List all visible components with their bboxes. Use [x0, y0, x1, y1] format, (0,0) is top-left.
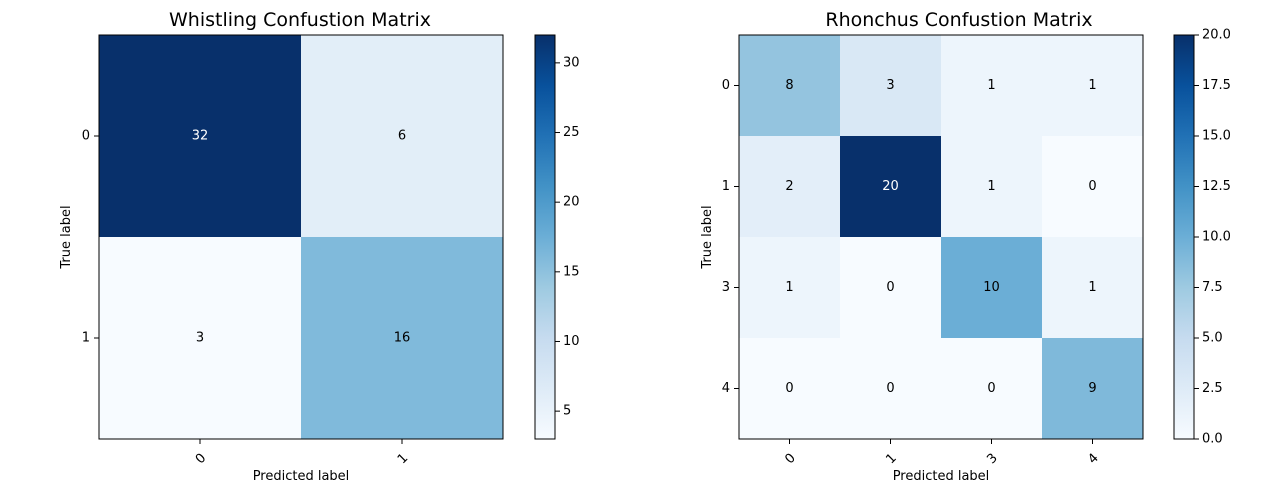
cell-value: 0 — [886, 280, 894, 295]
colorbar-tick-label: 30 — [563, 55, 580, 70]
cell-value: 3 — [196, 331, 204, 346]
heatmap-cell — [941, 35, 1043, 137]
x-tick-label: 3 — [984, 451, 1000, 467]
x-tick-label: 1 — [395, 451, 411, 467]
heatmap-cell — [739, 338, 841, 440]
colorbar-tick-label: 5.0 — [1202, 331, 1223, 346]
x-tick-label: 0 — [782, 451, 798, 467]
cell-value: 1 — [987, 78, 995, 93]
cell-value: 6 — [398, 129, 406, 144]
cell-value: 1 — [785, 280, 793, 295]
heatmap-cell — [1042, 237, 1144, 339]
heatmap-cell — [301, 35, 504, 238]
cell-value-labels: 8 3 1 12 20 1 01 0 10 10 0 0 9 — [785, 78, 1096, 396]
heatmap-cell — [99, 35, 302, 238]
colorbar-tick-label: 25 — [563, 125, 580, 140]
heatmap-cell — [739, 35, 841, 137]
heatmap-cell — [941, 237, 1043, 339]
colorbar-tick-label: 20 — [563, 195, 580, 210]
heatmap-cell — [941, 338, 1043, 440]
colorbar-tick-label: 20.0 — [1202, 28, 1231, 43]
y-tick-label: 0 — [82, 129, 90, 144]
heatmap-cell — [840, 338, 942, 440]
heatmap-cell — [739, 237, 841, 339]
colorbar-tick-label: 5 — [563, 404, 571, 419]
x-tick-label: 1 — [883, 451, 899, 467]
colorbar-ticks: 0.0 2.5 5.0 7.5 10.0 12.5 15.0 17.5 20.0 — [1194, 28, 1231, 447]
heatmap-cells — [99, 35, 504, 440]
colorbar-tick-label: 2.5 — [1202, 381, 1223, 396]
cell-value: 1 — [1088, 280, 1096, 295]
heatmap-cell — [739, 136, 841, 238]
colorbar-tick-label: 10.0 — [1202, 230, 1231, 245]
colorbar-tick-label: 10 — [563, 334, 580, 349]
heatmap-cell — [1042, 35, 1144, 137]
colorbar-tick-label: 0.0 — [1202, 432, 1223, 447]
x-ticks: 0 1 3 4 — [782, 439, 1102, 467]
heatmap-cell — [840, 136, 942, 238]
cell-value: 16 — [394, 331, 411, 346]
y-ticks: 0 1 3 4 — [722, 78, 739, 396]
cell-value: 1 — [987, 179, 995, 194]
y-ticks: 01 — [82, 129, 99, 346]
colorbar-tick-label: 15.0 — [1202, 129, 1231, 144]
colorbar-ticks: 5 10 15 20 25 30 — [555, 55, 580, 419]
cell-value: 0 — [785, 381, 793, 396]
colorbar — [534, 34, 556, 440]
rhonchus-panel: Rhonchus Confustion Matrix 8 3 1 12 20 1 01 0 10… — [700, 9, 1231, 480]
plot-frame — [738, 34, 1144, 440]
cell-value: 8 — [785, 78, 793, 93]
chart-title: Rhonchus Confustion Matrix — [825, 9, 1092, 31]
heatmap-cell — [840, 237, 942, 339]
x-axis-label: Predicted label — [253, 469, 350, 480]
cell-value: 10 — [983, 280, 1000, 295]
colorbar-tick-label: 12.5 — [1202, 179, 1231, 194]
heatmap-cell — [840, 35, 942, 137]
y-tick-label: 1 — [82, 331, 90, 346]
x-tick-label: 0 — [193, 451, 209, 467]
chart-title: Whistling Confustion Matrix — [169, 9, 431, 31]
cell-value: 0 — [886, 381, 894, 396]
x-axis-label: Predicted label — [893, 469, 990, 480]
cell-value: 3 — [886, 78, 894, 93]
y-tick-label: 4 — [722, 381, 730, 396]
cell-value: 32 — [192, 129, 209, 144]
colorbar-tick-label: 7.5 — [1202, 280, 1223, 295]
colorbar-tick-label: 15 — [563, 264, 580, 279]
cell-value: 9 — [1088, 381, 1096, 396]
heatmap-cell — [941, 136, 1043, 238]
cell-value-labels: 32 6 3 16 — [192, 129, 411, 346]
heatmap-cell — [1042, 338, 1144, 440]
heatmap-cell — [301, 237, 504, 440]
y-axis-label: True label — [700, 205, 715, 269]
y-tick-label: 3 — [722, 280, 730, 295]
y-axis-label: True label — [59, 205, 74, 269]
cell-value: 0 — [1088, 179, 1096, 194]
x-tick-label: 4 — [1085, 451, 1101, 467]
cell-value: 2 — [785, 179, 793, 194]
heatmap-cell — [99, 237, 302, 440]
cell-value: 20 — [882, 179, 899, 194]
heatmap-cells — [739, 35, 1144, 440]
y-tick-label: 0 — [722, 78, 730, 93]
heatmap-cell — [1042, 136, 1144, 238]
colorbar-tick-label: 17.5 — [1202, 78, 1231, 93]
cell-value: 0 — [987, 381, 995, 396]
colorbar — [1173, 34, 1195, 440]
cell-value: 1 — [1088, 78, 1096, 93]
y-tick-label: 1 — [722, 179, 730, 194]
plot-frame — [98, 34, 504, 440]
